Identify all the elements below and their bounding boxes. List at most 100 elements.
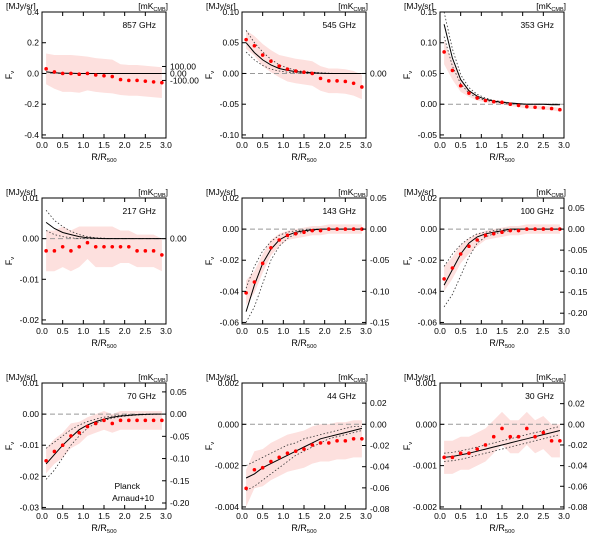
planck-point [442,50,446,54]
right-tick-label: 0.00 [170,234,187,244]
planck-point [44,249,48,253]
y-tick-label: 0.02 [222,193,239,203]
planck-point [127,78,131,83]
planck-point [310,228,315,233]
y-tick-label: 0.00 [222,68,239,78]
x-tick-label: 1.0 [77,511,89,521]
right-tick-label: -0.10 [170,454,190,464]
x-tick-label: 1.0 [77,326,89,336]
y-axis-label: Fν [4,257,16,266]
planck-point [277,455,282,460]
y-tick-label: -0.01 [20,274,40,284]
x-tick-label: 0.5 [455,140,467,150]
planck-point [60,71,65,76]
panel-title: 545 GHz [322,20,356,30]
x-tick-label: 2.5 [339,511,351,521]
planck-point [110,244,115,249]
right-tick-label: 0.00 [170,68,187,78]
y-tick-label: -0.02 [418,255,438,265]
right-tick-label: -0.08 [568,502,588,512]
y-tick-label: -0.10 [220,130,240,140]
planck-point [302,230,306,235]
x-tick-label: 1.0 [77,140,89,150]
uncertainty-band [246,420,362,507]
x-tick-label: 1.0 [475,511,487,521]
y-tick-label: -0.002 [413,502,437,512]
units-right: [mKCMB] [338,1,368,13]
y-tick-label: 0.000 [218,419,240,429]
right-tick-label: 0.00 [568,224,585,234]
x-axis-label: R/R500 [489,152,515,164]
right-tick-label: 0.00 [568,419,585,429]
planck-point [516,103,521,108]
planck-point [151,418,156,423]
planck-point [60,244,65,249]
x-tick-label: 1.5 [98,140,110,150]
x-tick-label: 1.0 [475,326,487,336]
planck-point [335,439,339,443]
planck-point [160,80,164,85]
panel-44-ghz: 0.0 0.5 1.0 1.5 2.0 2.5 3.0 0.002 0.000 -0.002 -0.… [204,372,390,535]
planck-point [118,418,123,423]
planck-point [351,436,356,441]
planck-point [516,434,521,439]
planck-point [52,449,57,454]
y-tick-label: -0.02 [20,471,40,481]
right-tick-label: 0.05 [370,193,387,203]
model-line [245,427,363,479]
planck-point [327,79,331,83]
planck-point [69,249,73,253]
uncertainty-band [444,411,560,474]
planck-point [491,434,496,439]
right-tick-label: -0.10 [568,266,588,276]
planck-point [69,434,73,438]
planck-point [467,244,471,249]
planck-point [244,291,248,295]
x-tick-label: 0.5 [57,140,69,150]
units-right: [mKCMB] [536,187,566,199]
x-tick-label: 1.5 [496,140,508,150]
y-tick-label: 0.002 [218,378,240,388]
y-axis-label: Fν [4,71,16,80]
units-left: [MJy/sr] [206,187,236,197]
y-tick-label: -0.06 [220,317,240,327]
planck-point [343,79,348,84]
panel-100-ghz: 0.0 0.5 1.0 1.5 2.0 2.5 3.0 0.02 0.00 -0.02 -0.04 -… [402,187,588,350]
right-tick-label: 0.05 [568,203,585,213]
planck-point [77,244,81,249]
model-lower-envelope [245,430,362,491]
y-tick-label: -0.002 [215,461,239,471]
units-left: [MJy/sr] [404,1,434,11]
planck-point [343,227,348,231]
y-axis-label: Fν [402,71,414,80]
units-left: [MJy/sr] [206,372,236,382]
units-left: [MJy/sr] [404,372,434,382]
y-tick-label: -0.05 [220,99,240,109]
planck-point [318,228,323,233]
right-tick-label: 0.00 [370,68,387,78]
right-tick-label: 0.00 [370,224,387,234]
planck-point [500,230,504,235]
planck-point [244,37,248,42]
planck-point [458,83,463,88]
planck-point [135,249,139,253]
planck-point [475,238,480,242]
right-tick-label: 0.05 [170,387,187,397]
planck-point [160,418,164,423]
units-left: [MJy/sr] [206,1,236,11]
planck-point [285,451,290,456]
planck-point [541,430,546,435]
panel-30-ghz: 0.0 0.5 1.0 1.5 2.0 2.5 3.0 0.001 0.000 -0.001 -0.… [402,372,588,535]
planck-point [302,447,306,451]
planck-point [135,418,139,423]
planck-point [293,449,298,453]
y-tick-label: -0.02 [20,315,40,325]
planck-point [475,96,480,100]
planck-point [450,68,455,73]
y-tick-label: 0.00 [22,234,39,244]
y-axis-label: Fν [204,257,216,266]
right-tick-label: -0.05 [370,255,390,265]
units-right: [mKCMB] [536,1,566,13]
y-axis-label: Fν [402,442,414,451]
x-tick-label: 3.0 [558,511,570,521]
